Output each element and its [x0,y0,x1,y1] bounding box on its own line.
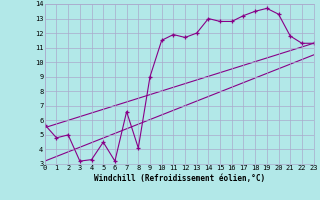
X-axis label: Windchill (Refroidissement éolien,°C): Windchill (Refroidissement éolien,°C) [94,174,265,183]
